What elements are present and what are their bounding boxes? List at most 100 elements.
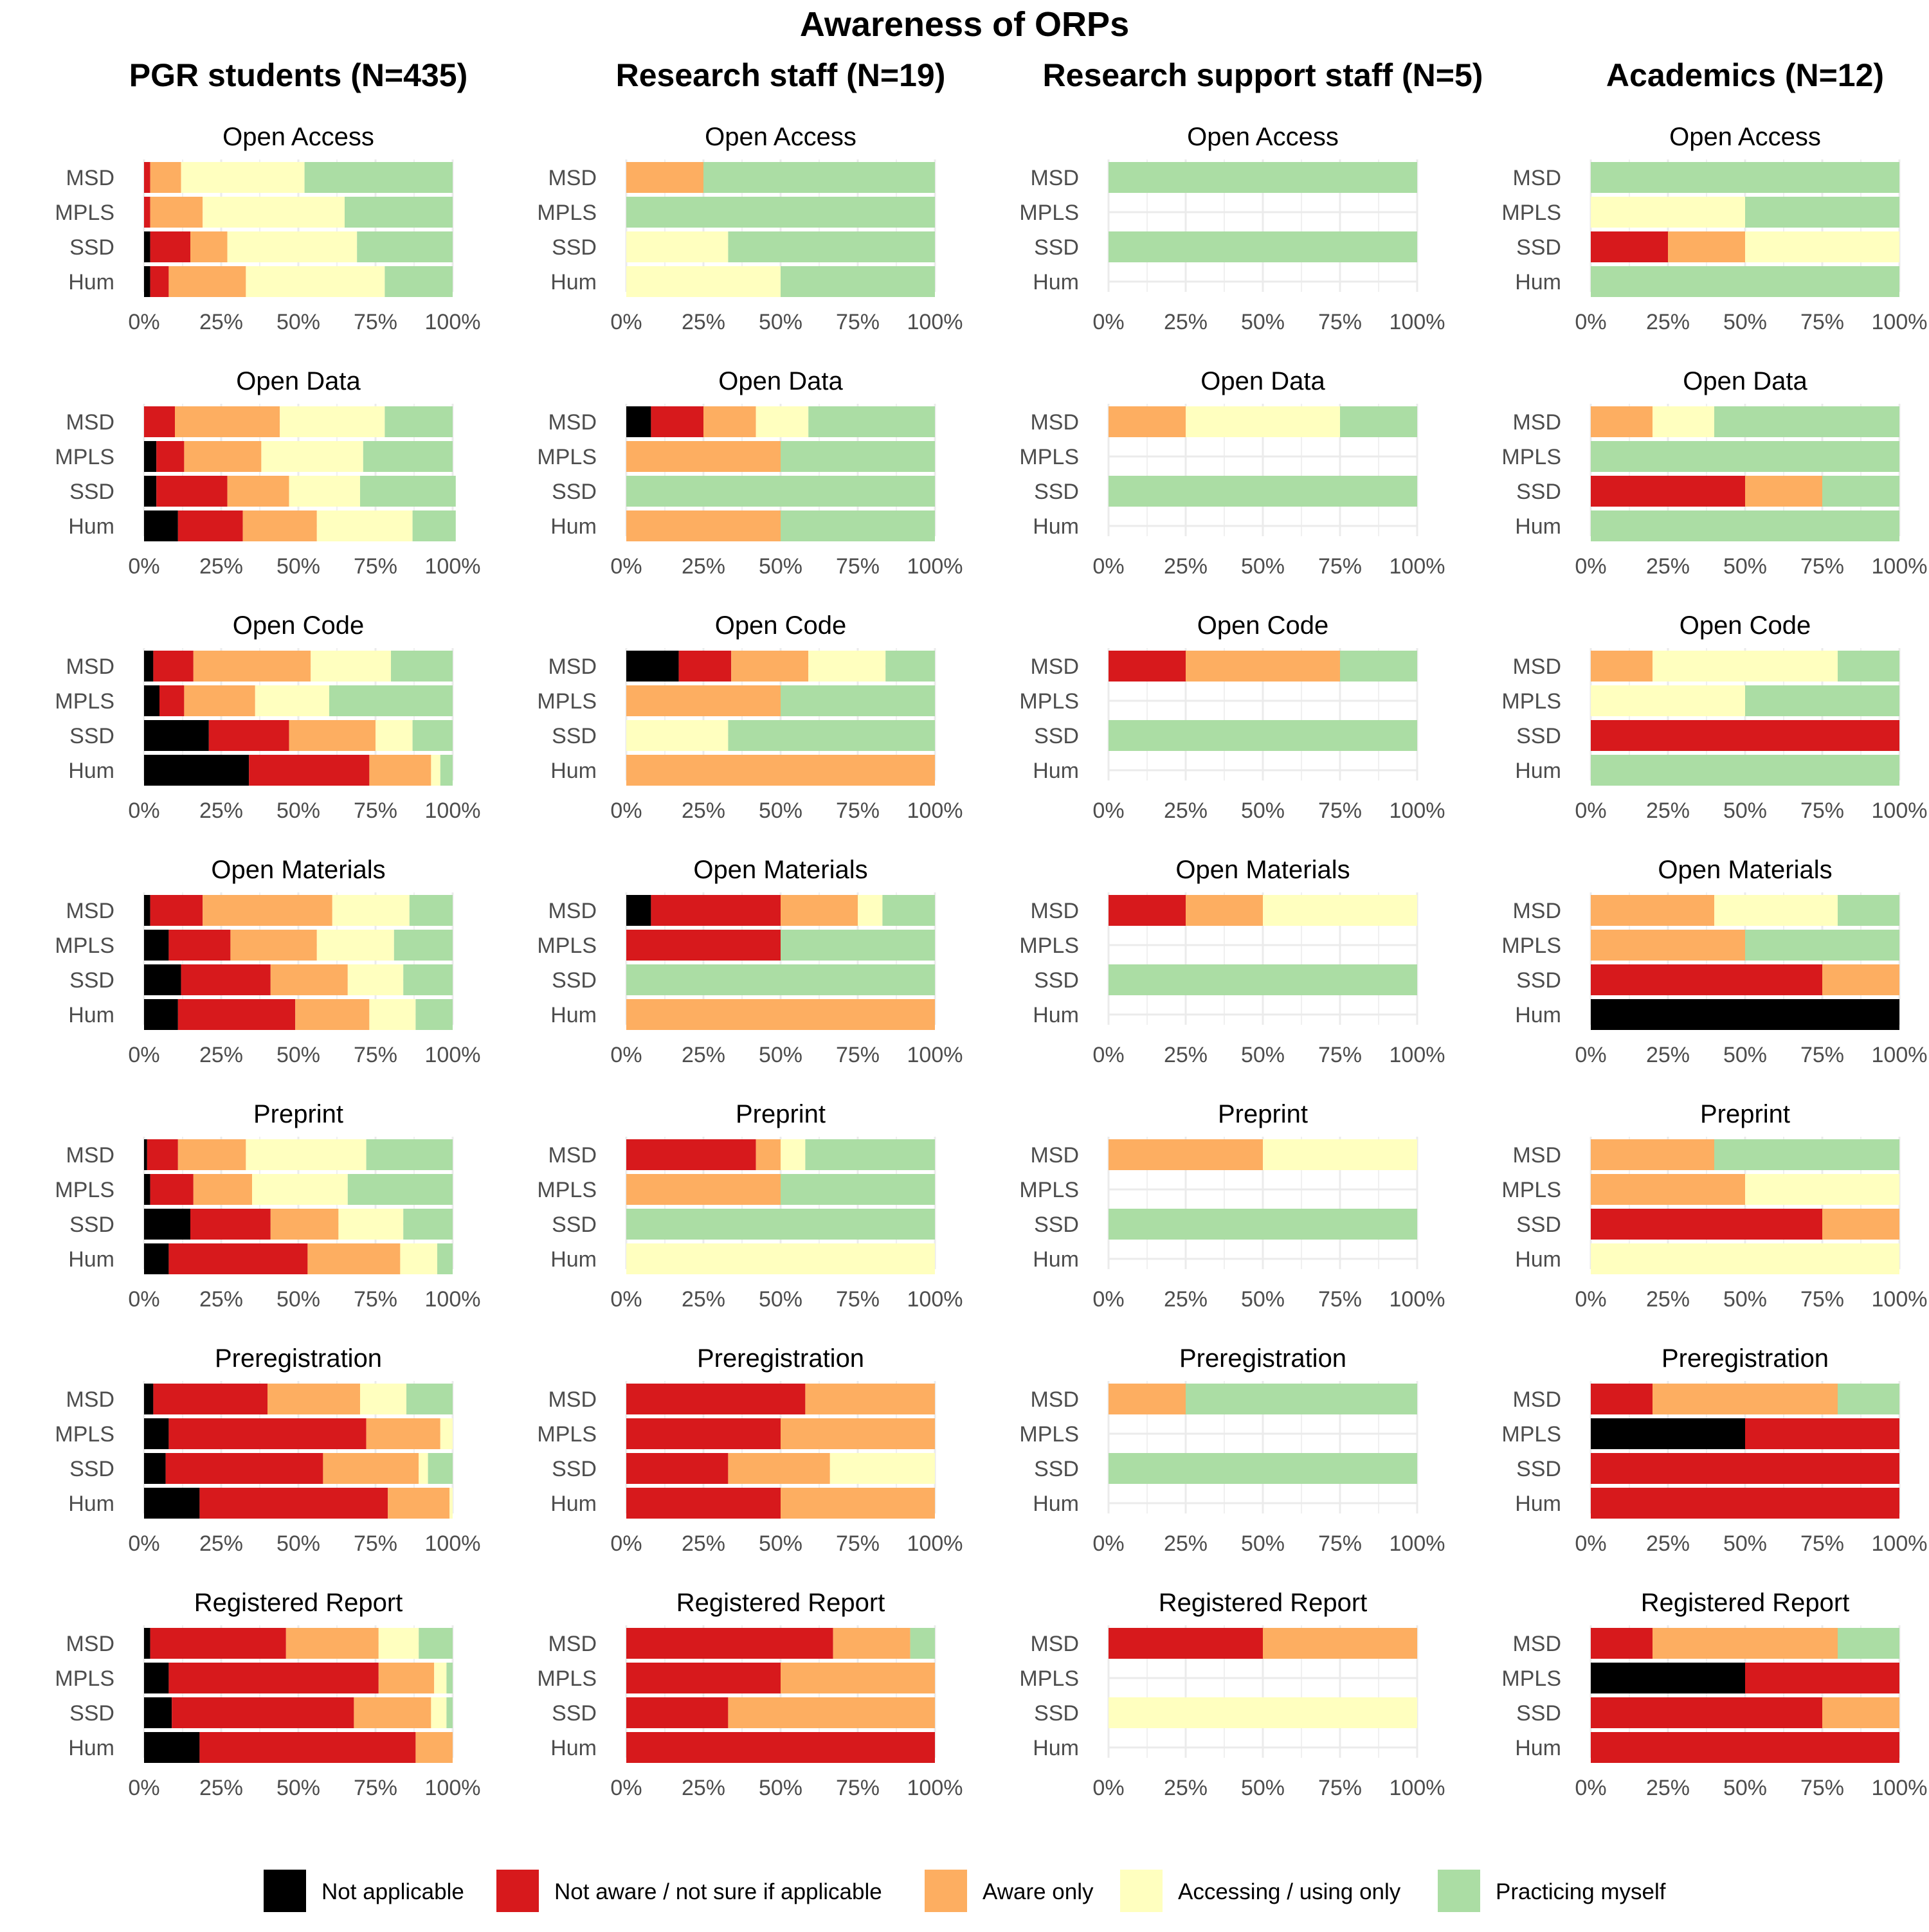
category-label-hum: Hum <box>550 759 597 783</box>
x-tick-label: 25% <box>682 1531 725 1556</box>
x-tick-label: 25% <box>1164 1776 1208 1800</box>
x-tick-label: 100% <box>1390 1287 1445 1312</box>
bar-segment-hum-3 <box>168 266 246 297</box>
x-tick-label: 0% <box>610 1531 642 1556</box>
bar-segment-hum-1 <box>144 266 150 297</box>
bar-segment-mpls-5 <box>781 441 935 472</box>
bar-segment-ssd-4 <box>227 231 358 262</box>
bar-segment-mpls-1 <box>144 930 169 961</box>
x-tick-label: 0% <box>1092 310 1124 334</box>
category-label-ssd: SSD <box>1516 235 1561 260</box>
bar-segment-ssd-2 <box>181 964 271 995</box>
bar-segment-ssd-5 <box>626 476 935 507</box>
category-label-mpls: MPLS <box>537 1666 597 1691</box>
bar-segment-hum-2 <box>626 1732 935 1763</box>
x-tick-label: 25% <box>1646 1287 1690 1312</box>
bar-segment-msd-2 <box>626 1628 833 1659</box>
x-tick-label: 75% <box>1800 1287 1844 1312</box>
column-title-1: PGR students (N=435) <box>129 57 468 93</box>
x-tick-label: 25% <box>1646 1776 1690 1800</box>
bar-segment-msd-4 <box>1186 406 1340 437</box>
panel-title: Preprint <box>253 1100 343 1128</box>
category-label-msd: MSD <box>1512 1632 1561 1656</box>
x-tick-label: 75% <box>836 1776 880 1800</box>
bar-segment-msd-5 <box>385 406 453 437</box>
category-label-msd: MSD <box>548 1387 597 1412</box>
bar-segment-ssd-2 <box>172 1697 354 1728</box>
legend-label: Not applicable <box>322 1879 464 1904</box>
bar-segment-msd-5 <box>1838 651 1899 682</box>
category-label-hum: Hum <box>1515 1492 1561 1516</box>
bar-segment-msd-5 <box>366 1139 453 1170</box>
category-label-msd: MSD <box>1030 166 1079 190</box>
panel-3-1: Open Access MSD MPLS SSD Hum 0% 25% 50% 75% 100% <box>1019 123 1445 334</box>
bar-segment-hum-2 <box>199 1488 388 1519</box>
category-label-ssd: SSD <box>552 968 597 993</box>
bar-segment-ssd-5 <box>357 231 453 262</box>
bar-segment-ssd-2 <box>1591 476 1745 507</box>
bar-segment-ssd-3 <box>1745 476 1822 507</box>
column-title-3: Research support staff (N=5) <box>1043 57 1483 93</box>
bar-segment-hum-2 <box>177 510 243 541</box>
bar-segment-hum-4 <box>246 266 385 297</box>
category-label-mpls: MPLS <box>55 201 114 225</box>
category-label-ssd: SSD <box>552 480 597 504</box>
x-tick-label: 50% <box>276 1531 320 1556</box>
bar-segment-ssd-3 <box>1822 964 1899 995</box>
bar-segment-msd-2 <box>1591 1384 1653 1414</box>
bar-segment-ssd-4 <box>289 476 360 507</box>
category-label-hum: Hum <box>68 1736 114 1760</box>
bar-segment-mpls-3 <box>626 1174 781 1205</box>
x-tick-label: 0% <box>1092 1287 1124 1312</box>
category-label-hum: Hum <box>1515 1736 1561 1760</box>
panel-2-6: Preregistration MSD MPLS SSD Hum 0% 25% 50% 75% 1… <box>537 1344 963 1556</box>
bar-segment-msd-3 <box>756 1139 781 1170</box>
category-label-msd: MSD <box>66 1387 114 1412</box>
x-tick-label: 75% <box>836 1531 880 1556</box>
x-tick-label: 0% <box>128 1531 159 1556</box>
x-tick-label: 0% <box>128 799 159 823</box>
bar-segment-ssd-4 <box>626 231 729 262</box>
bar-segment-ssd-5 <box>1109 476 1417 507</box>
x-tick-label: 100% <box>1390 554 1445 579</box>
x-tick-label: 100% <box>1872 1776 1928 1800</box>
category-label-mpls: MPLS <box>1019 1178 1079 1202</box>
x-tick-label: 75% <box>354 1531 397 1556</box>
bar-segment-msd-4 <box>1653 406 1714 437</box>
x-tick-label: 25% <box>682 1287 725 1312</box>
category-label-msd: MSD <box>66 166 114 190</box>
bar-segment-ssd-3 <box>270 1209 339 1240</box>
x-tick-label: 25% <box>1646 554 1690 579</box>
bar-segment-msd-4 <box>1263 1139 1417 1170</box>
bar-segment-mpls-5 <box>329 685 453 716</box>
category-label-ssd: SSD <box>1516 724 1561 748</box>
bar-segment-ssd-2 <box>165 1453 323 1484</box>
bar-segment-msd-3 <box>175 406 280 437</box>
category-label-ssd: SSD <box>552 1457 597 1481</box>
category-label-ssd: SSD <box>1034 724 1079 748</box>
bar-segment-hum-3 <box>307 1243 401 1274</box>
x-tick-label: 75% <box>1318 1287 1362 1312</box>
panel-title: Open Access <box>1187 123 1339 151</box>
category-label-mpls: MPLS <box>1019 689 1079 714</box>
category-label-mpls: MPLS <box>1019 934 1079 958</box>
panel-title: Preregistration <box>1662 1344 1829 1373</box>
bar-segment-hum-2 <box>199 1732 416 1763</box>
column-title-2: Research staff (N=19) <box>616 57 946 93</box>
x-tick-label: 50% <box>276 310 320 334</box>
x-tick-label: 75% <box>836 1043 880 1067</box>
bar-segment-hum-5 <box>437 1243 453 1274</box>
bar-segment-msd-1 <box>144 1384 154 1414</box>
bar-segment-mpls-2 <box>1745 1418 1899 1449</box>
legend-item-3: Aware only <box>925 1870 1094 1912</box>
category-label-hum: Hum <box>68 514 114 539</box>
bar-segment-ssd-5 <box>626 1209 935 1240</box>
bar-segment-msd-4 <box>378 1628 419 1659</box>
bar-segment-ssd-5 <box>1109 964 1417 995</box>
x-tick-label: 25% <box>1164 310 1208 334</box>
bar-segment-ssd-2 <box>208 720 289 751</box>
bar-segment-msd-5 <box>419 1628 453 1659</box>
legend-item-4: Accessing / using only <box>1120 1870 1401 1912</box>
bar-segment-ssd-5 <box>360 476 456 507</box>
bar-segment-mpls-5 <box>1591 441 1899 472</box>
